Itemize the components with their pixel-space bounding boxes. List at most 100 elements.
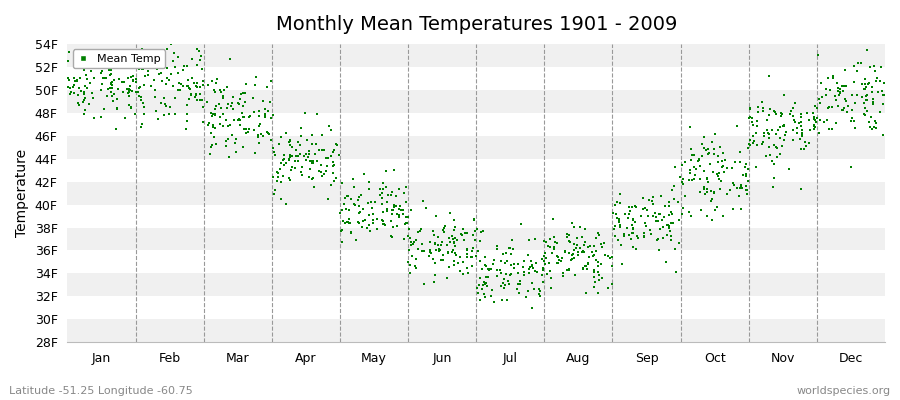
- Point: [701, 150, 716, 157]
- Point: [831, 88, 845, 94]
- Point: [703, 161, 717, 167]
- Point: [183, 86, 197, 92]
- Point: [591, 269, 606, 275]
- Point: [123, 74, 138, 80]
- Point: [612, 216, 626, 222]
- Point: [176, 83, 190, 89]
- Point: [548, 238, 562, 245]
- Point: [662, 199, 677, 205]
- Point: [102, 67, 116, 73]
- Point: [202, 151, 217, 157]
- Point: [61, 49, 76, 55]
- Point: [242, 126, 256, 132]
- Point: [503, 245, 517, 252]
- Point: [815, 94, 830, 100]
- Point: [129, 79, 143, 85]
- Point: [266, 112, 280, 118]
- Point: [480, 283, 494, 289]
- Point: [184, 91, 198, 98]
- Point: [346, 176, 360, 182]
- Point: [277, 162, 292, 168]
- Point: [375, 180, 390, 186]
- Point: [821, 105, 835, 111]
- Point: [257, 111, 272, 117]
- Point: [192, 48, 206, 54]
- Point: [477, 290, 491, 297]
- Point: [207, 87, 221, 93]
- Point: [389, 203, 403, 210]
- Point: [761, 130, 776, 136]
- Point: [61, 58, 76, 64]
- Point: [507, 260, 521, 267]
- Point: [519, 294, 534, 300]
- Point: [597, 240, 611, 246]
- Point: [487, 257, 501, 263]
- Point: [562, 267, 576, 274]
- Point: [102, 54, 116, 60]
- Point: [189, 97, 203, 103]
- Point: [392, 203, 407, 209]
- Point: [71, 100, 86, 106]
- Point: [393, 207, 408, 214]
- Point: [384, 189, 399, 195]
- Point: [806, 123, 821, 129]
- Point: [397, 236, 411, 242]
- Point: [67, 75, 81, 82]
- Point: [580, 260, 595, 267]
- Point: [284, 167, 299, 174]
- Point: [190, 84, 204, 90]
- Point: [481, 266, 495, 272]
- Point: [134, 56, 148, 62]
- Point: [266, 191, 281, 198]
- Point: [324, 152, 338, 159]
- Point: [546, 245, 561, 252]
- Point: [763, 106, 778, 112]
- Point: [828, 120, 842, 126]
- Point: [672, 240, 687, 246]
- Point: [566, 251, 580, 257]
- Point: [536, 238, 551, 244]
- Point: [635, 195, 650, 201]
- Point: [260, 130, 274, 136]
- Point: [305, 175, 320, 181]
- Point: [777, 137, 791, 143]
- Point: [464, 254, 479, 260]
- Point: [365, 220, 380, 226]
- Point: [563, 238, 578, 245]
- Point: [283, 152, 297, 158]
- Point: [610, 237, 625, 243]
- Point: [86, 95, 100, 101]
- Point: [499, 250, 513, 257]
- Point: [503, 272, 517, 278]
- Point: [403, 239, 418, 245]
- Bar: [68, 228, 885, 250]
- Point: [769, 144, 783, 150]
- Point: [165, 71, 179, 77]
- Point: [560, 267, 574, 273]
- Point: [162, 111, 176, 117]
- Point: [66, 84, 80, 90]
- Point: [465, 248, 480, 254]
- Point: [283, 177, 297, 183]
- Point: [492, 267, 507, 274]
- Point: [532, 291, 546, 297]
- Point: [466, 231, 481, 238]
- Point: [460, 265, 474, 271]
- Point: [697, 134, 711, 140]
- Point: [572, 245, 587, 251]
- Point: [858, 104, 872, 111]
- Point: [453, 254, 467, 260]
- Point: [695, 153, 709, 159]
- Point: [460, 254, 474, 261]
- Point: [233, 96, 248, 102]
- Point: [473, 228, 488, 235]
- Point: [409, 256, 423, 262]
- Point: [428, 247, 443, 253]
- Point: [401, 246, 416, 253]
- Point: [427, 279, 441, 285]
- Point: [220, 136, 235, 142]
- Point: [511, 261, 526, 268]
- Point: [676, 204, 690, 211]
- Point: [539, 239, 554, 245]
- Point: [79, 76, 94, 82]
